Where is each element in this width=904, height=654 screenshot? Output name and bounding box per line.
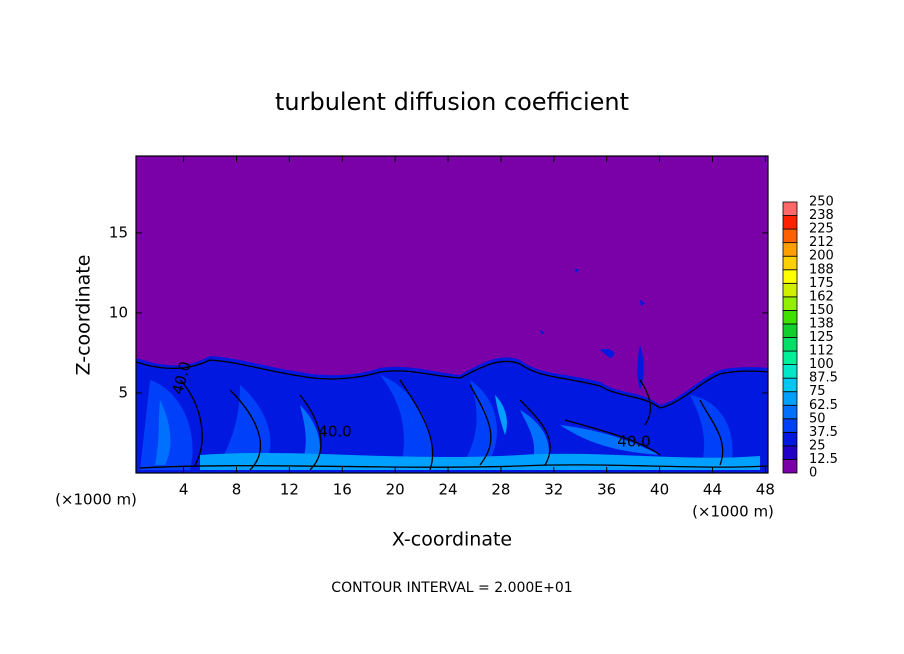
x-tick-label: 4: [179, 481, 189, 499]
colorbar-box: [782, 296, 798, 311]
colorbar-label: 100: [809, 357, 834, 372]
x-tick-label: 8: [232, 481, 242, 499]
y-tick-label: 15: [109, 223, 128, 241]
colorbar-box: [782, 377, 798, 393]
colorbar-label: 238: [809, 208, 834, 223]
x-unit: (×1000 m): [55, 491, 137, 509]
colorbar-box: [782, 391, 798, 406]
colorbar-label: 37.5: [809, 425, 838, 440]
x-tick-label: 36: [597, 481, 616, 499]
colorbar-box: [782, 459, 798, 474]
colorbar-label: 138: [809, 316, 834, 331]
y-tick-label: 10: [109, 303, 128, 321]
colorbar-box: [782, 242, 798, 257]
x-unit: (×1000 m): [692, 503, 774, 521]
x-tick-label: 32: [544, 481, 563, 499]
colorbar-box: [782, 431, 798, 447]
x-tick-label: 12: [280, 481, 299, 499]
colorbar-box: [782, 201, 798, 216]
colorbar-box: [782, 255, 798, 271]
colorbar-label: 225: [809, 222, 834, 237]
chart-title: turbulent diffusion coefficient: [275, 88, 629, 116]
field: [136, 156, 768, 473]
colorbar-label: 212: [809, 235, 834, 250]
colorbar-box: [782, 418, 798, 433]
footer: CONTOUR INTERVAL = 2.000E+01: [331, 580, 572, 596]
colorbar-box: [782, 337, 798, 352]
colorbar-box: [782, 350, 798, 365]
colorbar-label: 12.5: [809, 452, 838, 467]
colorbar-label: 150: [809, 303, 834, 318]
x-tick-label: 24: [438, 481, 457, 499]
field-region: [140, 375, 733, 470]
plot-frame: [135, 155, 769, 474]
colorbar-box: [782, 309, 798, 325]
colorbar-label: 50: [809, 411, 826, 426]
colorbar-box: [782, 228, 798, 244]
contour-label: 40.0: [617, 433, 650, 451]
colorbar-label: 175: [809, 276, 834, 291]
colorbar-label: 62.5: [809, 398, 838, 413]
colorbar-label: 125: [809, 330, 834, 345]
contour-label: 40.0: [318, 423, 351, 441]
x-tick-label: 40: [650, 481, 669, 499]
colorbar-box: [782, 404, 798, 420]
colorbar-label: 188: [809, 262, 834, 277]
colorbar-label: 250: [809, 195, 834, 210]
colorbar-box: [782, 323, 798, 338]
colorbar-box: [782, 445, 798, 460]
colorbar-label: 112: [809, 344, 834, 359]
colorbar-label: 0: [809, 466, 817, 481]
x-axis-label: X-coordinate: [392, 529, 512, 551]
colorbar-label: 87.5: [809, 371, 838, 386]
colorbar-box: [782, 364, 798, 379]
x-tick-label: 20: [386, 481, 405, 499]
colorbar-box: [782, 269, 798, 284]
colorbar-box: [782, 215, 798, 230]
colorbar-label: 25: [809, 438, 826, 453]
y-tick-label: 5: [118, 383, 128, 401]
colorbar-box: [782, 282, 798, 298]
contour-lines: [136, 359, 768, 471]
x-tick-label: 28: [491, 481, 510, 499]
x-tick-label: 44: [703, 481, 722, 499]
x-tick-label: 16: [333, 481, 352, 499]
x-tick-label: 48: [756, 481, 775, 499]
colorbar-label: 75: [809, 384, 826, 399]
colorbar-label: 200: [809, 249, 834, 264]
colorbar-label: 162: [809, 289, 834, 304]
y-axis-label: Z-coordinate: [73, 255, 95, 376]
